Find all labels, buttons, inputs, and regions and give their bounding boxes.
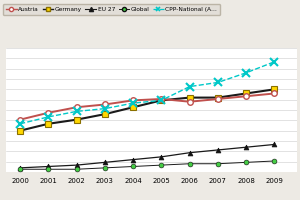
Legend: Austria, Germany, EU 27, Global, CPP-National (A…: Austria, Germany, EU 27, Global, CPP-Nat…: [3, 4, 220, 15]
